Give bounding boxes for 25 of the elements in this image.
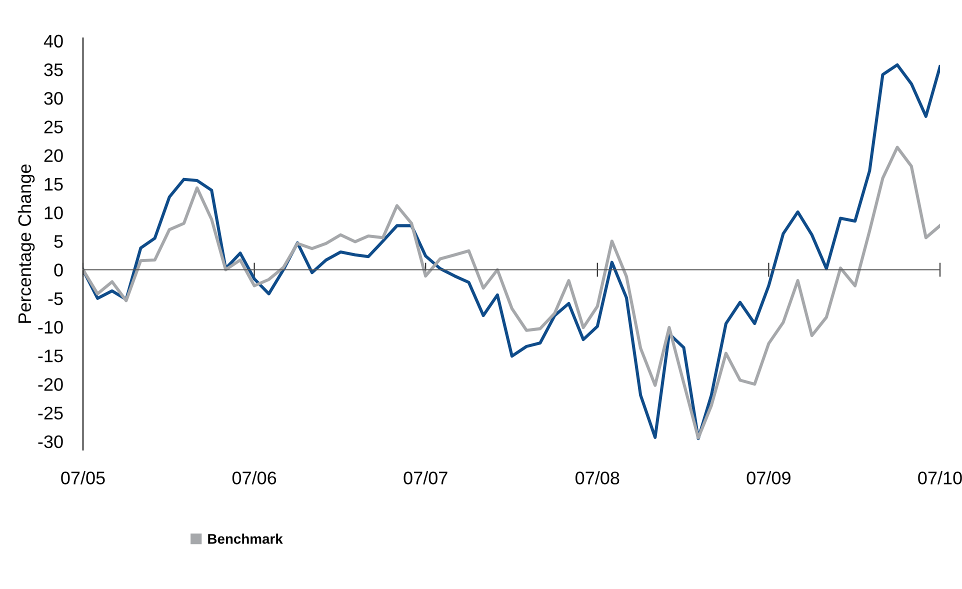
y-tick-label: 30 bbox=[44, 92, 63, 105]
line-series bbox=[83, 63, 940, 440]
x-tick-label: 07/09 bbox=[746, 471, 790, 484]
y-tick-label: -30 bbox=[38, 435, 63, 448]
y-tick-label: -15 bbox=[38, 350, 63, 362]
y-tick-label: 15 bbox=[44, 178, 63, 191]
y-tick-label: 0 bbox=[54, 264, 63, 276]
y-tick-label: -25 bbox=[38, 406, 63, 420]
x-tick-label: 07/10 bbox=[918, 471, 962, 484]
x-tick-label: 07/05 bbox=[61, 471, 105, 484]
y-tick-label: 25 bbox=[44, 120, 63, 134]
x-tick-label: 07/08 bbox=[576, 471, 620, 484]
y-axis-title: Percentage Change bbox=[18, 164, 35, 323]
y-tick-label: -20 bbox=[38, 378, 63, 391]
line-series bbox=[83, 146, 940, 440]
x-tick-label: 07/07 bbox=[404, 471, 448, 484]
y-tick-label: 40 bbox=[44, 34, 63, 48]
y-tick-label: -10 bbox=[38, 320, 63, 334]
legend-label: Benchmark bbox=[208, 534, 283, 544]
y-tick-label: 5 bbox=[54, 235, 63, 248]
y-tick-label: 10 bbox=[44, 206, 63, 220]
y-tick-label: 20 bbox=[44, 149, 63, 162]
y-tick-label: 35 bbox=[44, 63, 63, 76]
y-tick-label: -5 bbox=[48, 292, 63, 306]
x-tick-label: 07/06 bbox=[232, 471, 276, 484]
